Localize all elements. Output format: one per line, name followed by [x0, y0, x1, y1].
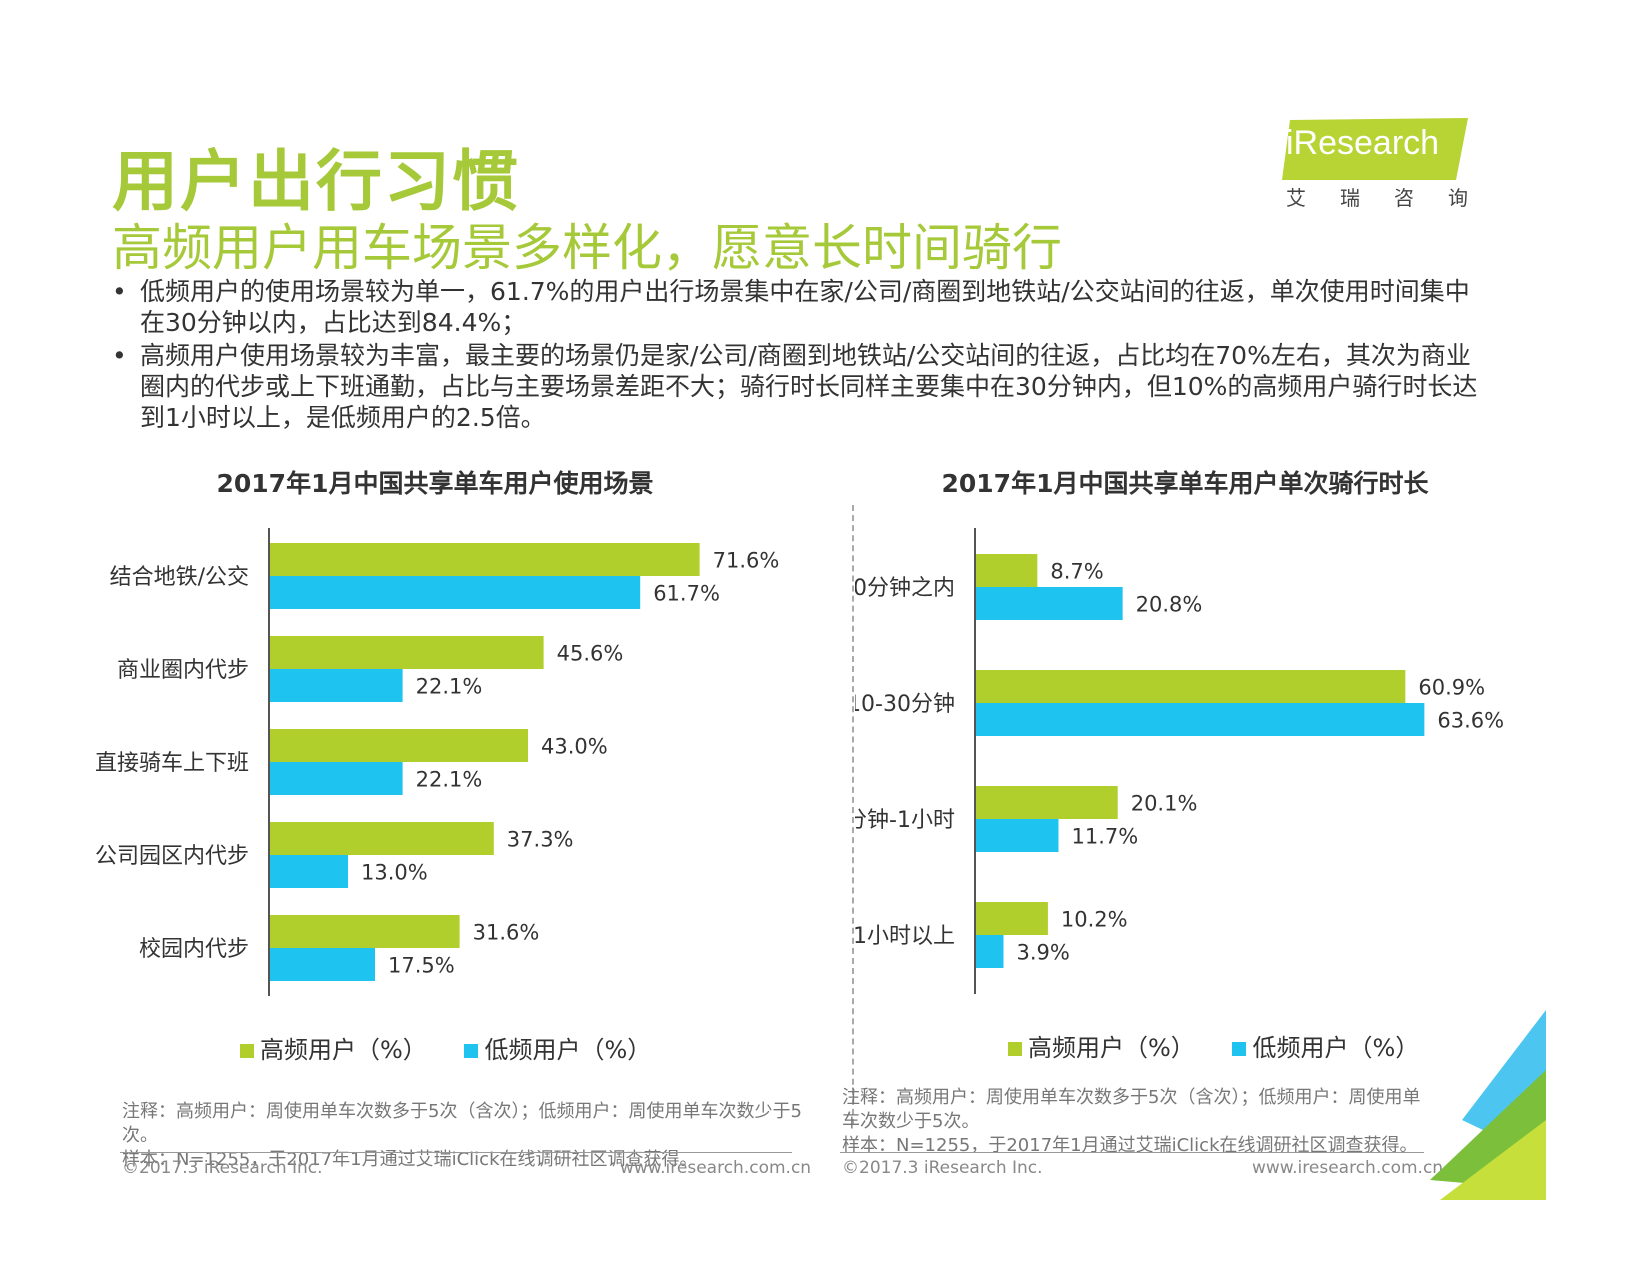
usage-scenario-chart: 结合地铁/公交 71.6% 61.7% 商业圈内代步 45.6% 22.1% 直接骑车上下班…: [95, 528, 780, 996]
footer-rule-left: [120, 1152, 792, 1153]
data-label: 8.7%: [1050, 560, 1103, 584]
legend-chart1: 高频用户（%） 低频用户（%）: [240, 1030, 651, 1065]
legend-swatch-high: [1008, 1042, 1022, 1056]
data-label: 45.6%: [557, 642, 624, 666]
legend-label-high: 高频用户（%）: [260, 1036, 427, 1064]
chart-divider: [852, 505, 854, 1125]
data-label: 3.9%: [1016, 941, 1069, 965]
data-label: 31.6%: [473, 921, 540, 945]
bullet-dot-icon: •: [112, 341, 127, 370]
bar-high-frequency: [976, 670, 1406, 703]
bar-low-frequency: [270, 855, 348, 888]
page-number: 24: [1580, 1196, 1614, 1226]
data-label: 60.9%: [1418, 676, 1485, 700]
data-label: 20.8%: [1136, 593, 1203, 617]
bar-low-frequency: [270, 762, 403, 795]
logo-badge-icon: [1282, 118, 1468, 180]
legend-swatch-low: [1232, 1042, 1247, 1056]
legend-swatch-high: [240, 1044, 254, 1058]
data-label: 13.0%: [361, 861, 428, 885]
data-label: 43.0%: [541, 735, 608, 759]
data-label: 22.1%: [416, 768, 483, 792]
category-label: 商业圈内代步: [117, 658, 249, 683]
legend-swatch-low: [464, 1044, 479, 1058]
iresearch-logo: iResearch 艾瑞咨询: [1280, 118, 1480, 213]
category-label: 公司园区内代步: [95, 844, 249, 869]
bar-high-frequency: [270, 543, 700, 576]
bullet-text: 低频用户的使用场景较为单一，61.7%的用户出行场景集中在家/公司/商圈到地铁站…: [140, 277, 1470, 337]
bar-high-frequency: [270, 915, 460, 948]
corner-decoration-icon: [1430, 1010, 1546, 1200]
data-label: 37.3%: [507, 828, 574, 852]
bar-low-frequency: [976, 587, 1123, 620]
legend-item-low: 低频用户（%）: [464, 1036, 651, 1064]
summary-bullets: • 低频用户的使用场景较为单一，61.7%的用户出行场景集中在家/公司/商圈到地…: [112, 276, 1492, 435]
bar-low-frequency: [976, 819, 1059, 852]
bar-low-frequency: [270, 669, 403, 702]
category-label: 30分钟-1小时: [855, 808, 955, 833]
page-title: 用户出行习惯: [112, 143, 520, 220]
data-label: 20.1%: [1131, 792, 1198, 816]
bullet-item: • 高频用户使用场景较为丰富，最主要的场景仍是家/公司/商圈到地铁站/公交站间的…: [112, 340, 1492, 433]
bar-low-frequency: [270, 576, 641, 609]
data-label: 17.5%: [388, 954, 455, 978]
bar-high-frequency: [976, 554, 1038, 587]
copyright-right: ©2017.3 iResearch Inc.: [842, 1158, 1043, 1178]
bar-low-frequency: [976, 935, 1004, 968]
category-label: 结合地铁/公交: [110, 565, 249, 590]
data-label: 10.2%: [1061, 908, 1128, 932]
data-label: 71.6%: [713, 549, 780, 573]
bar-high-frequency: [270, 822, 494, 855]
url-right[interactable]: www.iresearch.com.cn: [1252, 1158, 1444, 1178]
footer-rule-right: [840, 1152, 1424, 1153]
category-label: 10分钟之内: [855, 576, 955, 601]
sample-text: 样本：N=1255，于2017年1月通过艾瑞iClick在线调研社区调查获得。: [122, 1149, 698, 1170]
category-label: 校园内代步: [139, 937, 249, 962]
legend-item-high: 高频用户（%）: [240, 1036, 427, 1064]
chart-title-usage: 2017年1月中国共享单车用户使用场景: [216, 469, 654, 498]
note-text: 注释：高频用户：周使用单车次数多于5次（含次）；低频用户：周使用单车次数少于5次…: [122, 1101, 802, 1146]
bar-high-frequency: [976, 902, 1048, 935]
category-label: 直接骑车上下班: [95, 751, 249, 776]
bullet-text: 高频用户使用场景较为丰富，最主要的场景仍是家/公司/商圈到地铁站/公交站间的往返…: [140, 341, 1478, 432]
bullet-dot-icon: •: [112, 277, 127, 306]
data-label: 11.7%: [1071, 825, 1138, 849]
logo-cn: 艾瑞咨询: [1286, 186, 1502, 210]
legend-chart2: 高频用户（%） 低频用户（%）: [1008, 1028, 1419, 1063]
data-label: 22.1%: [416, 675, 483, 699]
page-subtitle: 高频用户用车场景多样化，愿意长时间骑行: [112, 219, 1062, 277]
legend-label-high: 高频用户（%）: [1028, 1034, 1195, 1062]
bar-low-frequency: [976, 703, 1425, 736]
copyright-left: ©2017.3 iResearch Inc.: [122, 1158, 323, 1178]
legend-label-low: 低频用户（%）: [1252, 1034, 1420, 1062]
legend-label-low: 低频用户（%）: [484, 1036, 652, 1064]
data-label: 63.6%: [1437, 709, 1504, 733]
data-label: 61.7%: [653, 582, 720, 606]
chart-title-duration: 2017年1月中国共享单车用户单次骑行时长: [941, 469, 1429, 498]
category-label: 10-30分钟: [855, 692, 955, 717]
bar-high-frequency: [270, 729, 528, 762]
legend-item-low: 低频用户（%）: [1232, 1034, 1419, 1062]
ride-duration-chart: 10分钟之内 8.7% 20.8% 10-30分钟 60.9% 63.6% 30分钟-1小时…: [855, 528, 1504, 994]
note-left: 注释：高频用户：周使用单车次数多于5次（含次）；低频用户：周使用单车次数少于5次…: [122, 1100, 812, 1172]
sample-text: 样本：N=1255，于2017年1月通过艾瑞iClick在线调研社区调查获得。: [842, 1135, 1418, 1156]
category-label: 1小时以上: [855, 924, 955, 949]
bar-high-frequency: [976, 786, 1118, 819]
note-right: 注释：高频用户：周使用单车次数多于5次（含次）；低频用户：周使用单车次数少于5次…: [842, 1086, 1432, 1158]
url-left[interactable]: www.iresearch.com.cn: [620, 1158, 812, 1178]
note-text: 注释：高频用户：周使用单车次数多于5次（含次）；低频用户：周使用单车次数少于5次…: [842, 1087, 1421, 1132]
bullet-item: • 低频用户的使用场景较为单一，61.7%的用户出行场景集中在家/公司/商圈到地…: [112, 276, 1492, 338]
bar-high-frequency: [270, 636, 544, 669]
legend-item-high: 高频用户（%）: [1008, 1034, 1195, 1062]
logo-text: iResearch: [1286, 124, 1440, 162]
bar-low-frequency: [270, 948, 375, 981]
